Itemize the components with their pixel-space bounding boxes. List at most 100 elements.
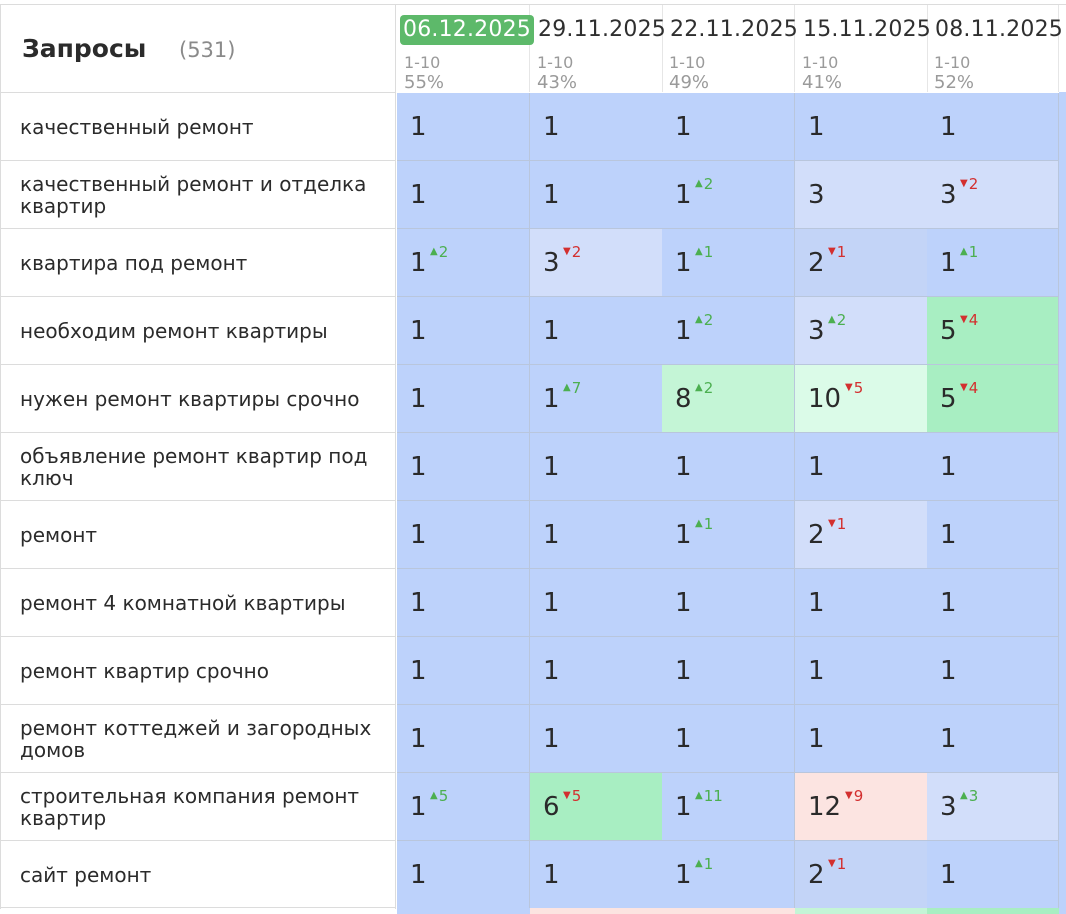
position-change-value: 11 xyxy=(703,787,723,805)
position-change-value: 1 xyxy=(836,855,847,873)
position-cell[interactable]: 1 xyxy=(530,297,663,365)
position-cell[interactable]: 1 xyxy=(530,93,663,161)
position-cell[interactable]: 2 ▼1 xyxy=(795,501,928,569)
position-cell[interactable]: 1 xyxy=(927,501,1059,569)
position-cell[interactable]: 3 ▼2 xyxy=(530,229,663,297)
position-cell[interactable]: 1 xyxy=(662,569,795,637)
position-cell[interactable]: 1 xyxy=(795,569,928,637)
position-cell[interactable]: 1 xyxy=(530,705,663,773)
position-change: ▼4 xyxy=(960,379,978,397)
position-cell[interactable]: 1 ▲2 xyxy=(397,229,530,297)
position-cell[interactable]: 1 xyxy=(397,161,530,229)
position-change-value: 3 xyxy=(968,787,979,805)
position-cell[interactable]: 3 ▲2 xyxy=(795,297,928,365)
position-cell[interactable]: 1 xyxy=(927,93,1059,161)
query-text[interactable]: нужен ремонт квартиры срочно xyxy=(0,365,396,433)
position-cell[interactable]: 1 xyxy=(795,637,928,705)
position-cell[interactable]: 1 xyxy=(397,365,530,433)
position-cell[interactable]: 10 ▼5 xyxy=(795,365,928,433)
query-text[interactable]: качественный ремонт и отделка квартир xyxy=(0,161,396,229)
date-column-header[interactable]: 06.12.2025 1-10 55% xyxy=(397,5,534,93)
position-cell[interactable]: 1 xyxy=(397,297,530,365)
position-cell[interactable]: 1 xyxy=(530,161,663,229)
date-column-header[interactable]: 22.11.2025 1-10 49% xyxy=(662,5,798,93)
position-cell[interactable]: 1 ▲1 xyxy=(662,229,795,297)
position-change: ▲1 xyxy=(960,243,978,261)
position-cell[interactable]: 1 xyxy=(530,637,663,705)
position-cell[interactable]: 1 ▲2 xyxy=(662,297,795,365)
column-date: 08.11.2025 xyxy=(935,17,1063,42)
position-change: ▼4 xyxy=(960,311,978,329)
position-value: 1 xyxy=(410,520,427,550)
position-cell[interactable]: 1 xyxy=(795,93,928,161)
position-cell[interactable]: 1 xyxy=(662,93,795,161)
query-text[interactable]: объявление ремонт квартир под ключ xyxy=(0,433,396,501)
position-value: 1 xyxy=(675,588,692,618)
position-cell[interactable]: 1 xyxy=(397,501,530,569)
position-cell[interactable]: 1 ▲2 xyxy=(662,161,795,229)
position-cell[interactable]: 1 ▲11 xyxy=(662,773,795,841)
position-change: ▲3 xyxy=(960,787,978,805)
query-text[interactable]: необходим ремонт квартиры xyxy=(0,297,396,365)
position-cell[interactable]: 2 ▼1 xyxy=(795,229,928,297)
position-cell[interactable]: 1 xyxy=(397,637,530,705)
position-cell[interactable]: 1 xyxy=(662,705,795,773)
date-column-header[interactable]: 08.11.2025 1-10 52% xyxy=(927,5,1063,93)
position-cell[interactable]: 1 xyxy=(397,569,530,637)
position-value: 2 xyxy=(808,520,825,550)
position-value: 1 xyxy=(675,656,692,686)
position-cell[interactable]: 1 xyxy=(662,433,795,501)
position-cell[interactable]: 5 ▼4 xyxy=(927,365,1059,433)
position-cell[interactable]: 1 xyxy=(530,841,663,909)
position-cell[interactable]: 1 xyxy=(397,841,530,909)
query-text[interactable]: сайт ремонт xyxy=(0,841,396,909)
position-cell[interactable]: 1 ▲1 xyxy=(927,229,1059,297)
position-cell[interactable]: 1 xyxy=(662,637,795,705)
position-cell[interactable]: 1 ▲7 xyxy=(530,365,663,433)
position-cell[interactable]: 3 xyxy=(795,161,928,229)
query-text[interactable]: квартира под ремонт xyxy=(0,229,396,297)
position-cell[interactable]: 1 xyxy=(795,705,928,773)
date-column-header[interactable]: 15.11.2025 1-10 41% xyxy=(795,5,931,93)
position-cell[interactable]: 12 ▼9 xyxy=(795,773,928,841)
position-cell[interactable]: 1 xyxy=(927,569,1059,637)
query-text[interactable]: ремонт xyxy=(0,501,396,569)
triangle-up-icon: ▲ xyxy=(960,790,968,801)
column-title: Запросы xyxy=(22,34,147,63)
position-cell[interactable]: 1 ▲1 xyxy=(662,841,795,909)
position-cell[interactable]: 1 xyxy=(530,569,663,637)
position-cell[interactable]: 1 ▲5 xyxy=(397,773,530,841)
position-cell[interactable]: 8 ▲2 xyxy=(662,365,795,433)
position-cell[interactable]: 3 ▲3 xyxy=(927,773,1059,841)
position-cell[interactable]: 1 xyxy=(795,433,928,501)
position-cell[interactable]: 1 xyxy=(927,433,1059,501)
query-column-header[interactable]: Запросы (531) xyxy=(0,5,396,92)
date-column-header[interactable]: 29.11.2025 1-10 43% xyxy=(530,5,666,93)
position-change-value: 1 xyxy=(968,243,979,261)
query-text[interactable]: ремонт 4 комнатной квартиры xyxy=(0,569,396,637)
position-cell[interactable]: 1 xyxy=(397,433,530,501)
column-date: 29.11.2025 xyxy=(538,17,666,42)
position-cell[interactable]: 2 ▼1 xyxy=(795,841,928,909)
table-row: ремонт коттеджей и загородных домов 1 1 1 1 1 xyxy=(0,705,1066,773)
position-change: ▲1 xyxy=(695,243,713,261)
position-value: 1 xyxy=(410,452,427,482)
position-cell[interactable]: 1 xyxy=(530,433,663,501)
position-cell[interactable]: 1 xyxy=(927,841,1059,909)
position-cell[interactable]: 5 ▼4 xyxy=(927,297,1059,365)
position-cell[interactable]: 6 ▼5 xyxy=(530,773,663,841)
query-text[interactable]: ремонт квартир срочно xyxy=(0,637,396,705)
position-cell[interactable]: 1 xyxy=(397,705,530,773)
query-text[interactable]: качественный ремонт xyxy=(0,93,396,161)
position-cell[interactable]: 1 xyxy=(530,501,663,569)
query-text[interactable]: строительная компания ремонт квартир xyxy=(0,773,396,841)
position-value: 6 xyxy=(543,792,560,822)
position-cell[interactable]: 1 xyxy=(927,705,1059,773)
position-cell[interactable]: 1 xyxy=(397,93,530,161)
position-cell[interactable]: 3 ▼2 xyxy=(927,161,1059,229)
table-row-separator xyxy=(0,907,396,908)
position-cell[interactable]: 1 ▲1 xyxy=(662,501,795,569)
query-text[interactable]: ремонт коттеджей и загородных домов xyxy=(0,705,396,773)
position-cell[interactable]: 1 xyxy=(927,637,1059,705)
position-change-value: 9 xyxy=(853,787,864,805)
